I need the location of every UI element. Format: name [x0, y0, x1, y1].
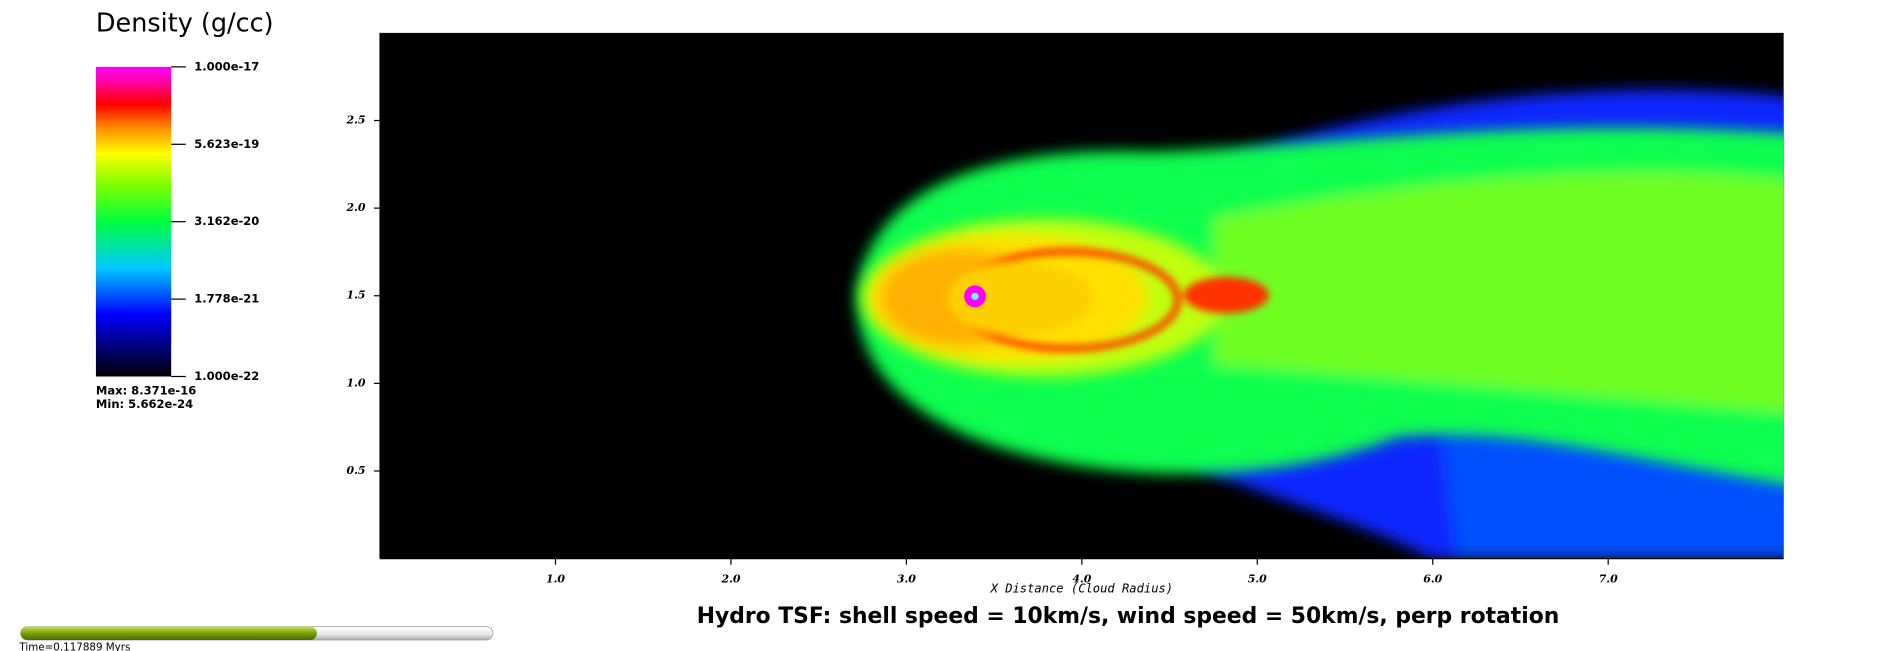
- x-tick-label: 5.0: [1248, 572, 1267, 585]
- plot-title: Hydro TSF: shell speed = 10km/s, wind sp…: [697, 604, 1560, 629]
- colorbar-tick-label: 3.162e-20: [194, 214, 259, 228]
- colorbar-tick-label: 1.000e-22: [194, 369, 259, 383]
- density-field: [856, 89, 1784, 559]
- y-tick-label: 2.0: [345, 201, 365, 214]
- max-label: Max: 8.371e-16: [96, 384, 196, 398]
- colorbar-tick-label: 1.000e-17: [194, 59, 259, 73]
- time-label: Time=0.117889 Myrs: [18, 641, 130, 651]
- min-label: Min: 5.662e-24: [96, 397, 193, 411]
- y-tick-label: 1.5: [346, 289, 365, 302]
- x-tick-label: 6.0: [1423, 572, 1442, 585]
- time-slider-progress: [20, 626, 317, 640]
- colorbar-title: Density (g/cc): [96, 8, 274, 38]
- core-center: [971, 292, 979, 301]
- y-tick-label: 2.5: [345, 114, 365, 127]
- x-tick-label: 4.0: [1072, 572, 1091, 585]
- x-tick-label: 3.0: [897, 572, 916, 585]
- colorbar-tick-label: 1.778e-21: [194, 292, 259, 306]
- x-tick-label: 7.0: [1599, 572, 1618, 585]
- x-axis-label: X Distance (Cloud Radius): [990, 581, 1174, 595]
- x-tick-label: 1.0: [546, 572, 565, 585]
- colorbar-tick-label: 5.623e-19: [194, 137, 259, 151]
- x-tick-label: 2.0: [720, 572, 740, 585]
- y-tick-label: 0.5: [346, 464, 365, 477]
- colorbar: [95, 66, 172, 377]
- y-tick-label: 1.0: [346, 376, 365, 389]
